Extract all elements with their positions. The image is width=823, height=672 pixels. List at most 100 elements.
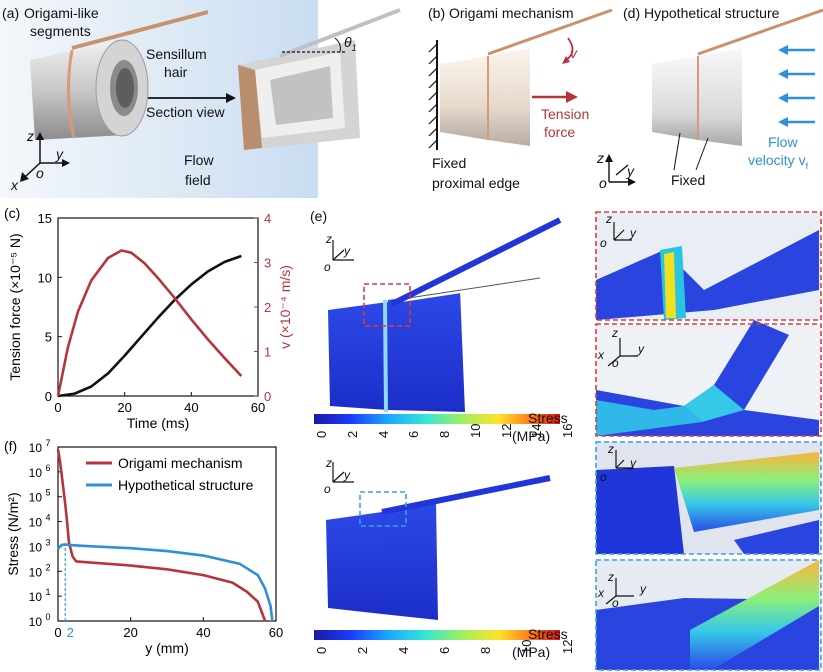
chart-c-ylabel-right: v (×10⁻⁴ m/s) bbox=[277, 265, 293, 349]
axis-y-zoom3: y bbox=[630, 456, 636, 470]
axis-z-zoom4: z bbox=[608, 570, 614, 584]
chart-f-series-line-0 bbox=[56, 449, 267, 622]
chart-f-ytick-label: 10 bbox=[29, 491, 43, 505]
tension-label-2: force bbox=[544, 124, 576, 140]
axis-y-zoom1: y bbox=[630, 226, 636, 240]
section-arrow bbox=[148, 93, 236, 103]
axes-triad-e bbox=[332, 240, 354, 483]
fem-bottom-model bbox=[326, 475, 551, 620]
axis-y-zoom2: y bbox=[638, 342, 644, 356]
flow-velocity-label-1: Flow bbox=[768, 134, 798, 150]
axes-triad-a bbox=[20, 132, 70, 182]
fem-panel-e bbox=[314, 217, 562, 640]
zoom-4 bbox=[595, 559, 822, 671]
axis-y-d: y bbox=[627, 163, 634, 179]
chart-f-xlabel: y (mm) bbox=[145, 640, 189, 656]
flow-velocity-label-2: velocity vf bbox=[748, 152, 809, 171]
chart-c-ytick-right-label: 2 bbox=[264, 300, 271, 315]
chart-c-ytick-right-label: 3 bbox=[264, 256, 271, 271]
chart-f-xtick-label: 20 bbox=[123, 625, 137, 640]
chart-f-ytick-exponent: 6 bbox=[45, 463, 50, 473]
chart-f-ytick-exponent: 3 bbox=[45, 537, 50, 547]
chart-c-ytick-left-label: 10 bbox=[38, 270, 52, 285]
chart-c-series-line-0 bbox=[57, 254, 242, 398]
flow-field-label-1: Flow bbox=[184, 152, 214, 168]
chart-c-ytick-right-label: 1 bbox=[264, 345, 271, 360]
section-view-label: Section view bbox=[146, 104, 225, 120]
colorbar-tick-label: 12 bbox=[498, 423, 514, 438]
panel-c-label: (c) bbox=[4, 205, 20, 221]
chart-f-xtick-label: 0 bbox=[54, 625, 61, 640]
axis-o-a: o bbox=[36, 165, 44, 181]
axes-triads-zoom bbox=[605, 222, 638, 605]
colorbar-tick-label: 14 bbox=[529, 423, 545, 438]
chart-c-series-line-1 bbox=[56, 249, 243, 397]
chart-c-xtick-label: 60 bbox=[251, 400, 265, 415]
segments-label-1: Origami-like bbox=[24, 5, 99, 21]
axis-x-zoom4: x bbox=[598, 586, 604, 600]
axis-y-e1: y bbox=[344, 244, 350, 258]
stress-label-top: Stress bbox=[528, 410, 568, 426]
axis-z-e1: z bbox=[326, 232, 332, 246]
panel-d-label: (d) Hypothetical structure bbox=[623, 5, 780, 21]
origami-mechanism-illustration bbox=[428, 8, 613, 150]
colorbar-top-ticks: 0 2 4 6 8 10 12 14 16 bbox=[304, 424, 575, 450]
axis-o-e2: o bbox=[324, 482, 331, 496]
fixed-label-d: Fixed bbox=[671, 172, 706, 188]
section-view-illustration bbox=[238, 8, 401, 150]
chart-f-xtick-label: 40 bbox=[196, 625, 210, 640]
colorbar-tick-label: 8 bbox=[437, 430, 452, 438]
chart-f-ytick-exponent: 4 bbox=[45, 513, 50, 523]
colorbar-tick-label: 2 bbox=[355, 646, 370, 654]
colorbar-tick-label: 6 bbox=[437, 646, 452, 654]
colorbar-tick-label: 10 bbox=[467, 423, 483, 438]
axis-o-d: o bbox=[599, 175, 607, 191]
tension-label-1: Tension bbox=[541, 106, 590, 122]
hair-label-2: hair bbox=[164, 64, 188, 80]
origami-cylinder-illustration bbox=[30, 10, 209, 140]
colorbar-tick-label: 0 bbox=[314, 646, 329, 654]
chart-f-legend-label-1: Hypothetical structure bbox=[118, 477, 254, 493]
chart-c-ytick-right-label: 0 bbox=[264, 389, 271, 404]
axis-z-zoom2: z bbox=[612, 326, 618, 340]
colorbar-top bbox=[314, 414, 560, 424]
axis-z-e2: z bbox=[326, 456, 332, 470]
panel-f-label: (f) bbox=[4, 438, 17, 454]
axis-x-a: x bbox=[11, 177, 18, 193]
axis-z-a: z bbox=[27, 128, 34, 144]
zoom-panels bbox=[595, 211, 822, 671]
chart-c-ytick-right-label: 4 bbox=[264, 211, 271, 226]
chart-f-extra-xtick: 2 bbox=[67, 625, 74, 640]
chart-c-ytick-left-label: 0 bbox=[45, 389, 52, 404]
chart-f-ytick-label: 10 bbox=[29, 590, 43, 604]
unit-label-bottom: (MPa) bbox=[512, 644, 551, 660]
axis-z-zoom1: z bbox=[606, 212, 612, 226]
hypothetical-structure-illustration bbox=[605, 8, 823, 186]
chart-f-xtick-label: 60 bbox=[269, 625, 283, 640]
panel-e-label: (e) bbox=[310, 208, 328, 224]
colorbar-bottom bbox=[314, 630, 560, 640]
panel-a-label: (a) bbox=[2, 5, 20, 21]
chart-c-ytick-left-label: 5 bbox=[45, 330, 52, 345]
chart-c-ytick-left-label: 15 bbox=[38, 211, 52, 226]
segments-label-2: segments bbox=[30, 23, 91, 39]
axis-x-zoom2: x bbox=[598, 348, 604, 362]
axis-y-e2: y bbox=[344, 468, 350, 482]
stress-label-bottom: Stress bbox=[528, 626, 568, 642]
axis-o-zoom4: o bbox=[612, 596, 619, 610]
axis-z-zoom3: z bbox=[608, 442, 614, 456]
colorbar-tick-label: 4 bbox=[396, 646, 411, 654]
chart-f-ytick-exponent: 0 bbox=[45, 612, 50, 622]
colorbar-bottom-ticks: 0 2 4 6 8 10 12 bbox=[304, 640, 575, 666]
chart-f-legend-label-0: Origami mechanism bbox=[118, 455, 242, 471]
chart-f-series-line-1 bbox=[57, 543, 274, 622]
chart-c-xtick-label: 0 bbox=[54, 400, 61, 415]
chart-f-ytick-label: 10 bbox=[29, 466, 43, 480]
chart-c-xlabel: Time (ms) bbox=[127, 415, 189, 431]
axis-o-zoom3: o bbox=[600, 470, 607, 484]
top-illustrations bbox=[20, 8, 823, 186]
flow-field-label-2: field bbox=[185, 172, 211, 188]
chart-f-ytick-exponent: 7 bbox=[45, 438, 50, 448]
